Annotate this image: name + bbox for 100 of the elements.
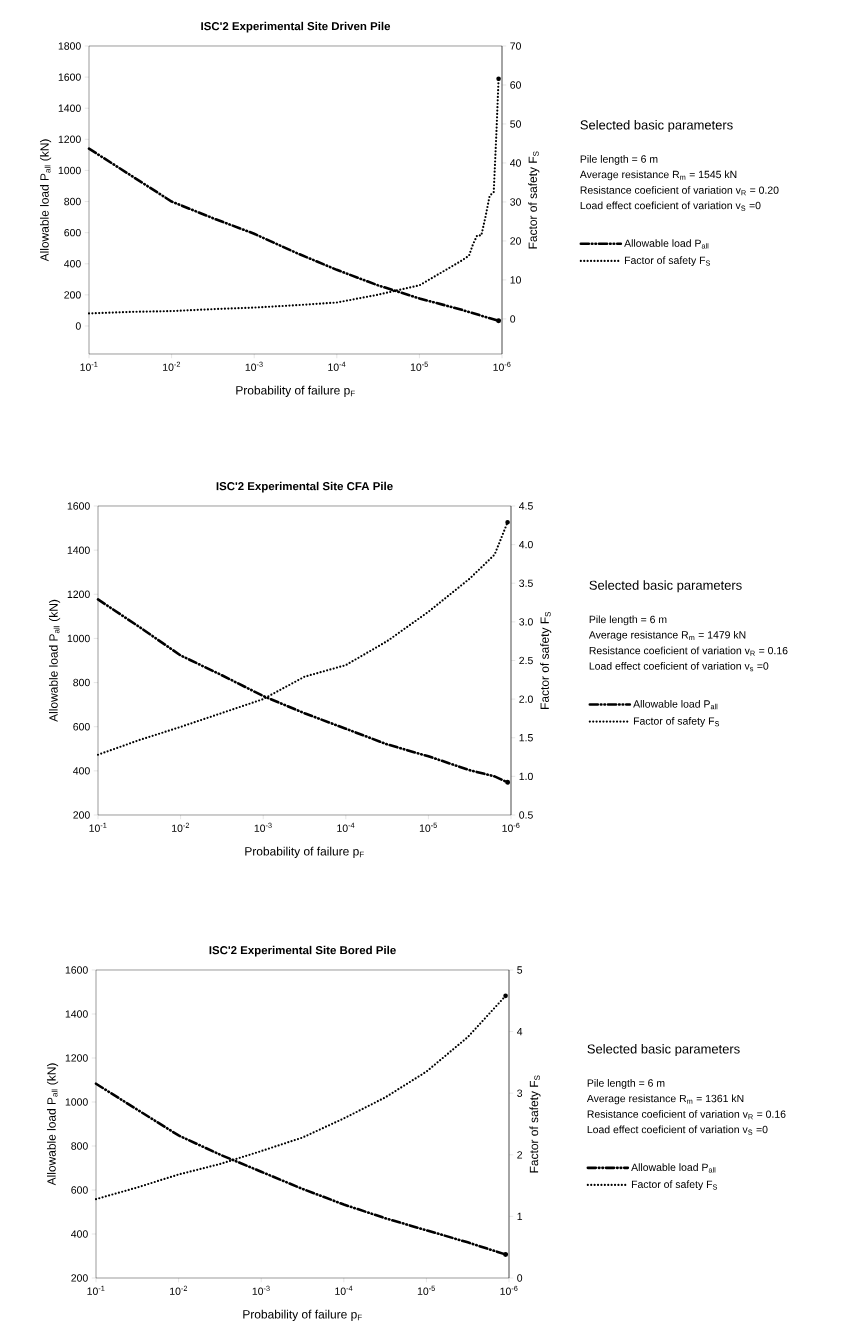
- text: Average resistance R$_{m}$ = 1545 kN: [579, 170, 737, 181]
- text: Resistance coeficient of variation v$_{R}$ = 0.16: [587, 1110, 786, 1120]
- y-tick-label: 600: [64, 228, 81, 237]
- y2-axis-title: Factor of safety F$_{S}$: [540, 611, 552, 709]
- x-axis-title: Probability of failure p$_{F}$: [236, 385, 355, 397]
- y-tick-label: 1200: [67, 590, 90, 598]
- y-axis-title: Allowable load P$_{all}$ (kN): [39, 139, 52, 262]
- y2-tick-label: 10: [510, 276, 521, 284]
- x-tick-label: 10$^{-4}$: [335, 1285, 353, 1295]
- y-tick-label: 1000: [58, 166, 81, 175]
- text: Average resistance R$_{m}$ = 1479 kN: [588, 630, 746, 641]
- x-tick-label: 10$^{-1}$: [87, 1285, 105, 1295]
- y-tick-label: 1400: [58, 104, 81, 112]
- text: Selected basic parameters: [589, 580, 742, 593]
- y-axis-title: Allowable load P$_{all}$ (kN): [46, 1063, 59, 1186]
- x-tick-label: 10$^{-4}$: [337, 822, 355, 832]
- text: Selected basic parameters: [580, 120, 733, 133]
- y2-tick-label: 3.5: [519, 579, 533, 587]
- y-tick-label: 1600: [58, 73, 81, 81]
- x-axis-title: Probability of failure p$_{F}$: [243, 1309, 362, 1321]
- legend-label: Factor of safety F$_{S}$: [633, 717, 720, 727]
- x-tick-label: 10$^{-6}$: [493, 361, 511, 371]
- x-tick-label: 10$^{-1}$: [80, 361, 98, 371]
- y-tick-label: 1600: [67, 502, 90, 510]
- y-tick-label: 400: [71, 1230, 88, 1238]
- y2-tick-label: 50: [510, 120, 521, 128]
- legend-label: Factor of safety F$_{S}$: [631, 1180, 718, 1191]
- y2-tick-label: 1.5: [519, 734, 533, 742]
- y-tick-label: 0: [75, 322, 81, 330]
- text: Selected basic parameters: [587, 1044, 740, 1057]
- x-tick-label: 10$^{-2}$: [172, 822, 190, 832]
- chart-title: ISC'2 Experimental Site Driven Pile: [201, 21, 391, 33]
- y2-axis-title: Factor of safety F$_{S}$: [528, 151, 540, 249]
- x-tick-label: 10$^{-1}$: [89, 822, 107, 832]
- y-tick-label: 1000: [67, 634, 90, 643]
- x-tick-label: 10$^{-6}$: [502, 822, 520, 832]
- y-tick-label: 1200: [58, 135, 81, 144]
- x-tick-label: 10$^{-3}$: [254, 822, 272, 832]
- x-tick-label: 10$^{-5}$: [417, 1285, 435, 1295]
- y-tick-label: 1400: [65, 1010, 88, 1018]
- text: Average resistance R$_{m}$ = 1361 kN: [586, 1094, 744, 1105]
- y2-tick-label: 20: [510, 237, 521, 245]
- y-tick-label: 1800: [58, 42, 81, 50]
- y-axis-title: Allowable load P$_{all}$ (kN): [48, 599, 61, 722]
- y-tick-label: 1200: [65, 1054, 88, 1062]
- y-tick-label: 400: [64, 260, 81, 268]
- y-tick-label: 400: [73, 767, 90, 775]
- y-tick-label: 1600: [65, 966, 88, 974]
- y2-tick-label: 4.0: [519, 540, 533, 549]
- y2-tick-label: 60: [510, 81, 521, 89]
- text: Load effect coeficient of variation v$_{S}$ =0: [587, 1125, 768, 1135]
- y-tick-label: 600: [73, 723, 90, 731]
- y-tick-label: 800: [71, 1142, 88, 1150]
- y-tick-label: 1400: [67, 546, 90, 554]
- text: Resistance coeficient of variation v$_{R}$ = 0.20: [580, 186, 779, 196]
- legend-label: Allowable load P$_{all}$: [633, 699, 718, 710]
- x-tick-label: 10$^{-3}$: [245, 361, 263, 371]
- x-tick-label: 10$^{-2}$: [170, 1285, 188, 1295]
- y2-tick-label: 40: [510, 159, 521, 167]
- text: Load effect coeficient of variation v$_{S}$ =0: [580, 201, 761, 211]
- x-tick-label: 10$^{-4}$: [328, 361, 346, 371]
- x-axis-title: Probability of failure p$_{F}$: [245, 846, 364, 858]
- text: Load effect coeficient of variation v$_{s}$ =0: [589, 662, 769, 672]
- y2-tick-label: 2: [517, 1151, 523, 1159]
- x-tick-label: 10$^{-3}$: [252, 1285, 270, 1295]
- y-tick-label: 600: [71, 1186, 88, 1194]
- y2-tick-label: 5: [517, 966, 523, 974]
- text: Resistance coeficient of variation v$_{R}$ = 0.16: [589, 646, 788, 656]
- y2-axis-title: Factor of safety F$_{S}$: [529, 1075, 541, 1173]
- y-tick-label: 1000: [65, 1098, 88, 1106]
- x-tick-label: 10$^{-2}$: [163, 361, 181, 371]
- y-tick-label: 800: [73, 678, 90, 687]
- text: Pile length = 6 m: [580, 155, 658, 165]
- text: Pile length = 6 m: [587, 1079, 665, 1089]
- y-tick-label: 800: [64, 197, 81, 206]
- legend-label: Factor of safety F$_{S}$: [624, 256, 711, 267]
- y2-tick-label: 0.5: [519, 811, 533, 819]
- y-tick-label: 200: [71, 1274, 88, 1282]
- y2-tick-label: 1.0: [519, 772, 533, 781]
- x-tick-label: 10$^{-6}$: [500, 1285, 518, 1295]
- y2-tick-label: 70: [510, 42, 521, 50]
- y2-tick-label: 2.0: [519, 695, 533, 703]
- y-tick-label: 200: [73, 811, 90, 819]
- y2-tick-label: 1: [517, 1212, 523, 1220]
- y2-tick-label: 4: [517, 1028, 523, 1036]
- legend-label: Allowable load P$_{all}$: [624, 239, 709, 249]
- y2-tick-label: 0: [517, 1274, 523, 1282]
- legend-label: Allowable load P$_{all}$: [631, 1163, 716, 1173]
- y2-tick-label: 3.0: [519, 618, 533, 626]
- y-tick-label: 200: [64, 291, 81, 299]
- x-tick-label: 10$^{-5}$: [410, 361, 428, 371]
- y2-tick-label: 3: [517, 1089, 523, 1097]
- x-tick-label: 10$^{-5}$: [419, 822, 437, 832]
- chart-title: ISC'2 Experimental Site CFA Pile: [216, 481, 393, 493]
- y2-tick-label: 4.5: [519, 502, 533, 510]
- y2-tick-label: 0: [510, 315, 516, 323]
- chart-title: ISC'2 Experimental Site Bored Pile: [209, 945, 396, 957]
- y2-tick-label: 2.5: [519, 656, 533, 665]
- text: Pile length = 6 m: [589, 615, 667, 626]
- y2-tick-label: 30: [510, 198, 521, 206]
